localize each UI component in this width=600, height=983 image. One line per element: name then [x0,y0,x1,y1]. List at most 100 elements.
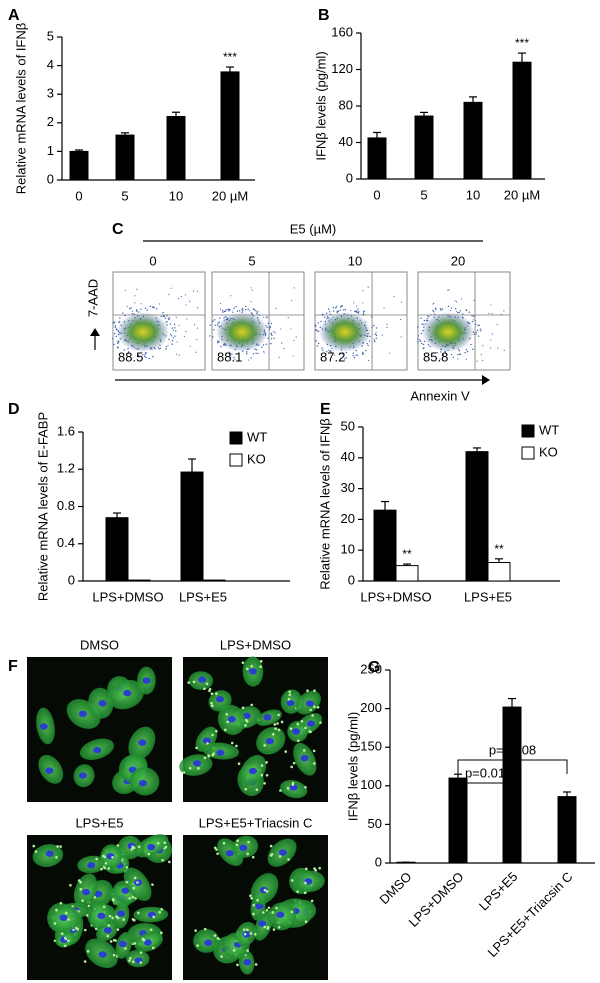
lipid-droplet [265,908,269,912]
lipid-droplet [151,883,154,886]
flow-dot [245,308,247,311]
legend-label: KO [247,451,266,466]
flow-dot [448,289,450,291]
flow-dot [496,323,498,325]
flow-dot [251,289,253,291]
lipid-droplet [220,955,223,958]
flow-dot [271,334,273,336]
flow-dot [428,316,430,318]
flow-dot [111,338,114,340]
y-tick-label: 10 [341,542,355,557]
flow-dot [330,351,332,353]
flow-dot [193,323,196,326]
flow-dot [478,324,480,327]
flow-dot [273,330,275,333]
flow-dot [386,323,388,325]
flow-dot [228,351,231,354]
lipid-droplet [269,844,273,848]
y-tick-label: 0 [348,572,355,587]
flow-dot [162,311,164,314]
flow-dot [171,343,173,345]
flow-dot [248,359,250,361]
y-axis-label: Relative mRNA levels of E-FABP [35,412,50,601]
flow-dot [235,305,237,308]
nucleus [305,700,314,707]
flow-dot [241,308,243,310]
lipid-droplet [304,785,307,789]
lipid-droplet [81,899,84,902]
lipid-droplet [131,845,134,849]
nucleus [216,749,225,756]
flow-dot [441,308,444,310]
flow-dot [293,287,295,289]
flow-dot [400,336,402,338]
lipid-droplet [271,911,275,914]
flow-dot [465,348,468,351]
lipid-droplet [291,783,295,786]
nucleus [59,914,68,921]
lipid-droplet [263,744,266,747]
flow-dot [317,322,319,324]
flow-dot [355,305,358,307]
flow-dot [152,306,154,309]
significance: *** [515,36,529,50]
flow-dot [127,351,130,353]
bar [395,565,419,582]
lipid-droplet [125,866,129,869]
flow-dot [422,347,424,349]
lipid-droplet [188,766,192,770]
flow-dot [420,317,422,319]
bar [69,150,89,181]
flow-dot [266,316,268,319]
flow-dot [497,347,499,349]
flow-dot [219,302,222,305]
flow-dot [352,352,354,354]
lipid-droplet [60,932,64,936]
nucleus [98,951,107,958]
flow-density [216,312,268,352]
lipid-droplet [287,698,291,701]
flow-dot [475,333,477,335]
flow-dot [315,340,317,342]
lipid-droplet [211,733,214,737]
flow-dot [165,348,167,350]
flow-dot [178,324,180,326]
lipid-droplet [277,713,280,717]
lipid-droplet [216,852,219,855]
flow-dot [115,328,118,330]
y-tick-label: 80 [339,97,353,112]
panel-label: C [112,221,124,238]
flow-dot [322,349,324,351]
y-tick-label: 0.4 [57,535,75,550]
flow-dot [274,332,276,334]
flow-dot [155,308,158,310]
lipid-droplet [163,841,167,845]
flow-dot [476,329,479,331]
y-tick-label: 250 [360,661,382,676]
flow-dot [362,302,364,304]
lipid-droplet [125,880,129,884]
x-tick-label: LPS+E5 [464,589,512,604]
flow-dot [212,336,214,338]
nucleus [143,939,152,946]
lipid-droplet [106,934,110,938]
lipid-droplet [55,855,58,859]
flow-dot [134,295,136,297]
nucleus [255,902,264,910]
lipid-droplet [237,762,241,765]
flow-dot [320,320,322,323]
lipid-droplet [64,936,67,940]
lipid-droplet [225,712,228,716]
x-tick-label: 20 µM [504,187,540,202]
lipid-droplet [249,932,253,935]
flow-dot [163,315,165,318]
y-tick-label: 100 [360,777,382,792]
flow-dot [420,332,423,335]
nucleus [138,779,147,787]
lipid-droplet [129,956,132,960]
flow-dot [332,306,335,309]
lipid-droplet [236,963,239,967]
flow-dot [366,342,368,345]
flow-dot [419,340,422,342]
flow-dot [374,333,377,335]
